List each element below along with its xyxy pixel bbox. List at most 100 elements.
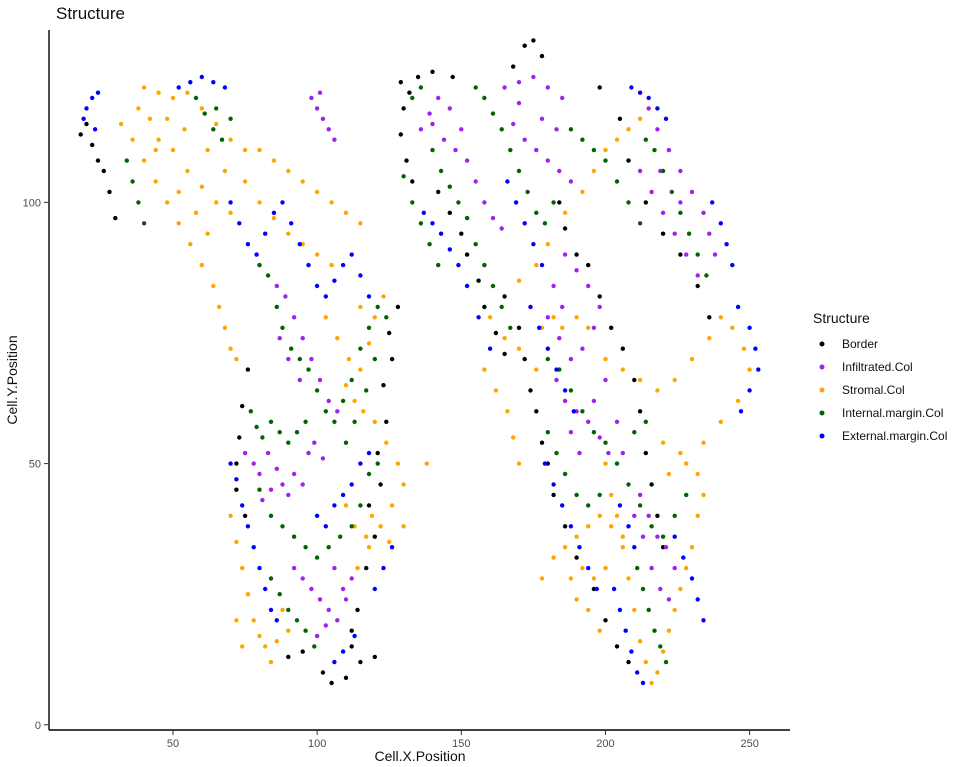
data-point bbox=[237, 221, 242, 226]
data-point bbox=[718, 221, 723, 226]
data-point bbox=[320, 116, 326, 122]
legend-items: Border Infiltrated.Col Stromal.Col Internal… bbox=[819, 337, 947, 443]
series-border bbox=[78, 38, 712, 686]
data-point bbox=[701, 210, 706, 215]
data-point bbox=[366, 545, 372, 550]
data-point bbox=[534, 409, 539, 414]
data-point bbox=[329, 262, 334, 268]
data-point bbox=[268, 659, 274, 665]
data-point bbox=[568, 576, 574, 581]
data-point bbox=[277, 430, 282, 435]
y-tick-label: 50 bbox=[29, 459, 41, 471]
data-point bbox=[643, 200, 648, 205]
data-point bbox=[193, 210, 199, 215]
data-point bbox=[234, 461, 239, 466]
data-point bbox=[597, 85, 602, 90]
data-point bbox=[265, 273, 271, 278]
data-point bbox=[352, 633, 357, 639]
data-point bbox=[286, 654, 291, 660]
data-point bbox=[401, 174, 406, 179]
legend-item: Infiltrated.Col bbox=[819, 360, 913, 374]
data-point bbox=[686, 231, 692, 236]
data-point bbox=[268, 576, 274, 581]
data-point bbox=[684, 252, 689, 257]
data-point bbox=[375, 461, 380, 466]
data-point bbox=[606, 450, 611, 456]
data-point bbox=[95, 158, 101, 163]
data-point bbox=[214, 121, 219, 127]
data-point bbox=[695, 273, 700, 278]
data-point bbox=[597, 435, 602, 440]
data-point bbox=[234, 487, 239, 492]
data-point bbox=[516, 278, 522, 283]
data-point bbox=[447, 184, 452, 189]
data-point bbox=[591, 147, 597, 153]
data-point bbox=[603, 440, 608, 445]
data-point bbox=[193, 95, 199, 101]
data-point bbox=[603, 158, 608, 163]
data-point bbox=[456, 200, 461, 205]
data-point bbox=[539, 262, 545, 268]
data-point bbox=[542, 461, 548, 466]
data-point bbox=[534, 210, 539, 215]
data-point bbox=[710, 200, 715, 205]
data-point bbox=[271, 158, 277, 163]
data-point bbox=[234, 539, 239, 545]
data-point bbox=[309, 95, 314, 101]
data-point bbox=[545, 315, 550, 320]
data-point bbox=[502, 85, 507, 90]
data-point bbox=[90, 95, 95, 101]
data-point bbox=[147, 116, 153, 122]
data-point bbox=[614, 137, 620, 142]
data-point bbox=[430, 69, 435, 75]
data-point bbox=[597, 294, 602, 299]
data-point bbox=[245, 242, 251, 247]
data-point bbox=[522, 221, 527, 226]
data-point bbox=[358, 346, 363, 351]
data-point bbox=[508, 325, 513, 330]
data-point bbox=[660, 534, 666, 539]
legend-item: Internal.margin.Col bbox=[819, 406, 943, 420]
data-point bbox=[620, 346, 625, 351]
data-point bbox=[113, 215, 118, 221]
data-point bbox=[660, 231, 666, 236]
data-point bbox=[312, 644, 317, 649]
data-point bbox=[586, 524, 591, 529]
data-point bbox=[228, 461, 233, 466]
data-point bbox=[620, 534, 625, 539]
data-point bbox=[343, 440, 349, 445]
data-point bbox=[436, 189, 441, 195]
data-point bbox=[531, 242, 536, 247]
data-point bbox=[534, 147, 539, 153]
data-point bbox=[597, 492, 602, 498]
data-point bbox=[364, 388, 369, 393]
data-point bbox=[597, 628, 602, 633]
data-point bbox=[340, 398, 346, 404]
data-point bbox=[291, 534, 297, 539]
data-point bbox=[632, 377, 637, 383]
data-point bbox=[655, 670, 660, 675]
data-point bbox=[274, 466, 279, 471]
data-point bbox=[591, 576, 597, 581]
data-point bbox=[681, 555, 686, 560]
data-point bbox=[482, 95, 487, 101]
data-point bbox=[640, 534, 646, 539]
data-point bbox=[323, 294, 328, 299]
data-point bbox=[704, 273, 709, 278]
data-point bbox=[366, 450, 372, 456]
data-point bbox=[421, 210, 426, 215]
data-point bbox=[355, 565, 360, 571]
data-point bbox=[141, 221, 147, 226]
data-point bbox=[626, 158, 631, 163]
data-point bbox=[464, 158, 470, 163]
data-point bbox=[678, 586, 683, 592]
data-point bbox=[649, 565, 654, 571]
data-point bbox=[323, 315, 328, 320]
data-point bbox=[580, 565, 585, 571]
data-point bbox=[640, 586, 646, 592]
data-point bbox=[366, 341, 372, 346]
data-point bbox=[280, 524, 285, 529]
data-point bbox=[398, 132, 403, 137]
data-point bbox=[580, 189, 585, 195]
data-point bbox=[603, 147, 608, 153]
